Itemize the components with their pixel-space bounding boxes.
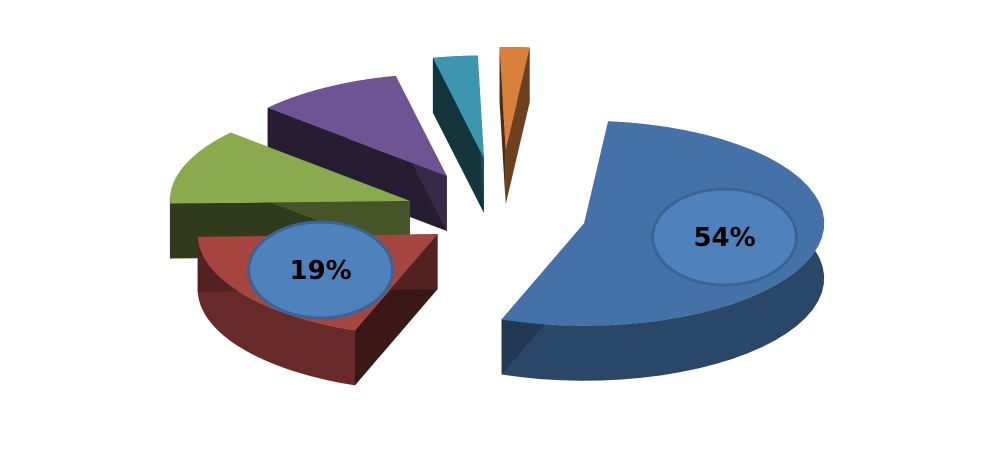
data-label: 19% bbox=[290, 256, 352, 286]
pie-slice-6 bbox=[499, 46, 530, 205]
pie-slice-side bbox=[197, 236, 356, 386]
pie-slice-wall bbox=[499, 46, 506, 205]
pie-slice-top bbox=[499, 46, 530, 150]
pie-slice-wall bbox=[432, 57, 484, 214]
pie-slice-5 bbox=[432, 55, 484, 214]
pie-data-labels: 54% 19% bbox=[247, 187, 799, 320]
data-label: 54% bbox=[693, 223, 755, 253]
data-label-badge bbox=[651, 187, 799, 287]
pie-slice-top bbox=[169, 132, 410, 204]
pie-slice-top bbox=[432, 55, 484, 159]
pie-slice-wall bbox=[505, 47, 530, 205]
data-label-badge bbox=[247, 220, 395, 320]
pie-slice-top bbox=[267, 75, 447, 177]
